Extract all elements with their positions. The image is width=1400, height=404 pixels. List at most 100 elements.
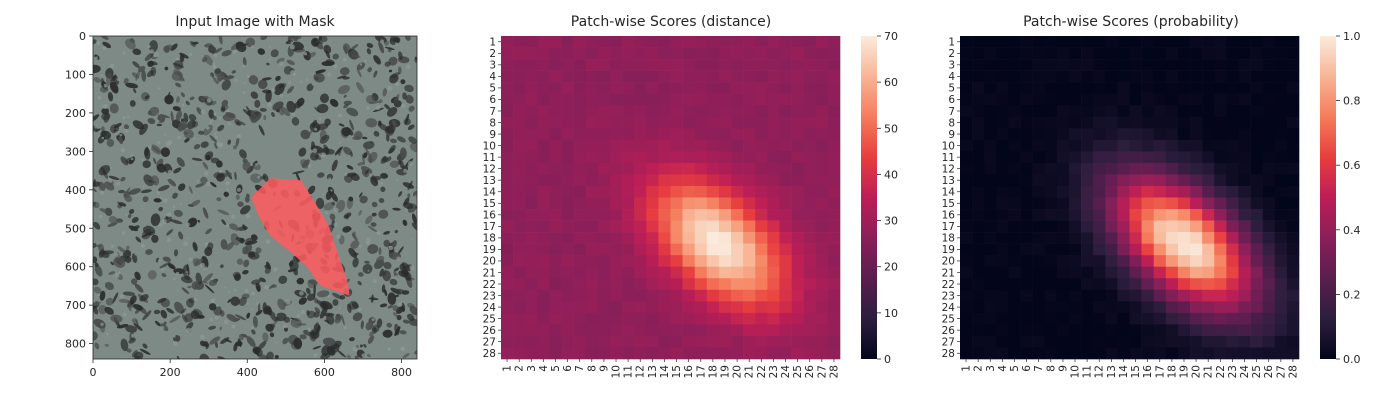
heatmap-cell — [634, 93, 647, 106]
speckle — [376, 318, 383, 328]
heatmap-cell — [1238, 185, 1251, 198]
row-tick-label: 20 — [483, 256, 496, 268]
heatmap-cell — [1093, 232, 1106, 244]
heatmap-cell — [1117, 209, 1130, 221]
col-tick-label: 7 — [574, 365, 586, 372]
speckle — [250, 326, 254, 329]
speckle — [123, 124, 130, 130]
heatmap-cell — [1044, 232, 1058, 244]
heatmap-cell — [1214, 232, 1227, 244]
heatmap-cell — [803, 301, 817, 314]
speckle — [97, 96, 102, 100]
speckle — [144, 95, 150, 100]
heatmap-cell — [827, 289, 841, 302]
heatmap-cell — [731, 36, 744, 48]
speckle — [395, 275, 399, 280]
heatmap-cell — [743, 139, 756, 152]
speckle — [189, 40, 196, 47]
heatmap-cell — [1020, 266, 1033, 279]
heatmap-cell — [1129, 266, 1142, 279]
speckle — [343, 146, 352, 156]
heatmap-cell — [537, 105, 550, 118]
heatmap-cell — [682, 255, 696, 268]
speckle — [221, 219, 227, 225]
heatmap-cell — [1286, 278, 1300, 291]
speckle — [346, 107, 359, 117]
heatmap-cell — [682, 59, 696, 71]
heatmap-cell — [573, 59, 587, 71]
speckle — [112, 292, 119, 304]
heatmap-cell — [634, 185, 647, 198]
speckle — [94, 244, 102, 248]
speckle — [234, 78, 238, 83]
heatmap-cell — [1093, 197, 1106, 210]
speckle — [197, 130, 205, 135]
heatmap-cell — [1202, 255, 1215, 268]
heatmap-cell — [501, 185, 514, 198]
heatmap-cell — [670, 301, 683, 314]
speckle — [147, 44, 151, 49]
heatmap-cell — [525, 47, 538, 60]
heatmap-cell — [1141, 289, 1155, 302]
heatmap-cell — [549, 128, 562, 141]
heatmap-cell — [779, 232, 792, 244]
speckle — [160, 323, 169, 332]
heatmap-cell — [1250, 151, 1263, 164]
heatmap-cell — [1020, 162, 1033, 175]
heatmap-cell — [815, 197, 829, 210]
speckle — [236, 133, 242, 139]
heatmap-cell — [791, 70, 804, 83]
heatmap-cell — [1262, 335, 1276, 348]
heatmap-cell — [1274, 289, 1288, 302]
speckle — [384, 337, 387, 340]
heatmap-cell — [634, 70, 647, 83]
heatmap-cell — [718, 105, 732, 118]
speckle — [366, 42, 374, 48]
heatmap-cell — [537, 289, 550, 302]
speckle — [173, 341, 178, 346]
speckle — [357, 280, 362, 286]
heatmap-cell — [803, 243, 817, 256]
speckle — [94, 264, 103, 277]
heatmap-cell — [1141, 197, 1155, 210]
heatmap-cell — [1081, 185, 1094, 198]
speckle — [330, 192, 339, 202]
heatmap-cell — [1238, 278, 1251, 291]
heatmap-cell — [1214, 105, 1227, 118]
heatmap-cell — [622, 93, 635, 106]
heatmap-cell — [1044, 82, 1058, 94]
heatmap-cell — [767, 347, 780, 360]
heatmap-cell — [585, 128, 599, 141]
heatmap-cell — [1153, 266, 1167, 279]
speckle — [268, 45, 271, 48]
heatmap-cell — [1020, 128, 1033, 141]
heatmap-cell — [1032, 185, 1046, 198]
heatmap-cell — [513, 36, 526, 48]
heatmap-cell — [1093, 266, 1106, 279]
speckle — [397, 302, 403, 307]
heatmap-cell — [513, 162, 526, 175]
heatmap-cell — [585, 105, 599, 118]
speckle — [179, 52, 189, 59]
panel-distance: Patch-wise Scores (distance) 12345678910… — [483, 14, 898, 378]
heatmap-cell — [1238, 301, 1251, 314]
heatmap-cell — [1286, 93, 1300, 106]
speckle — [110, 74, 117, 82]
heatmap-cell — [1165, 335, 1179, 348]
speckle — [183, 241, 189, 247]
heatmap-cell — [646, 105, 659, 118]
speckle — [286, 59, 295, 66]
speckle — [368, 155, 373, 164]
heatmap-cell — [609, 335, 623, 348]
heatmap-cell — [549, 312, 562, 325]
speckle — [189, 52, 193, 57]
heatmap-cell — [646, 220, 659, 233]
speckle — [397, 246, 404, 256]
speckle — [390, 138, 397, 144]
heatmap-cell — [791, 47, 804, 60]
heatmap-cell — [1165, 266, 1179, 279]
heatmap-cell — [803, 139, 817, 152]
heatmap-cell — [1117, 162, 1130, 175]
heatmap-cell — [803, 266, 817, 279]
